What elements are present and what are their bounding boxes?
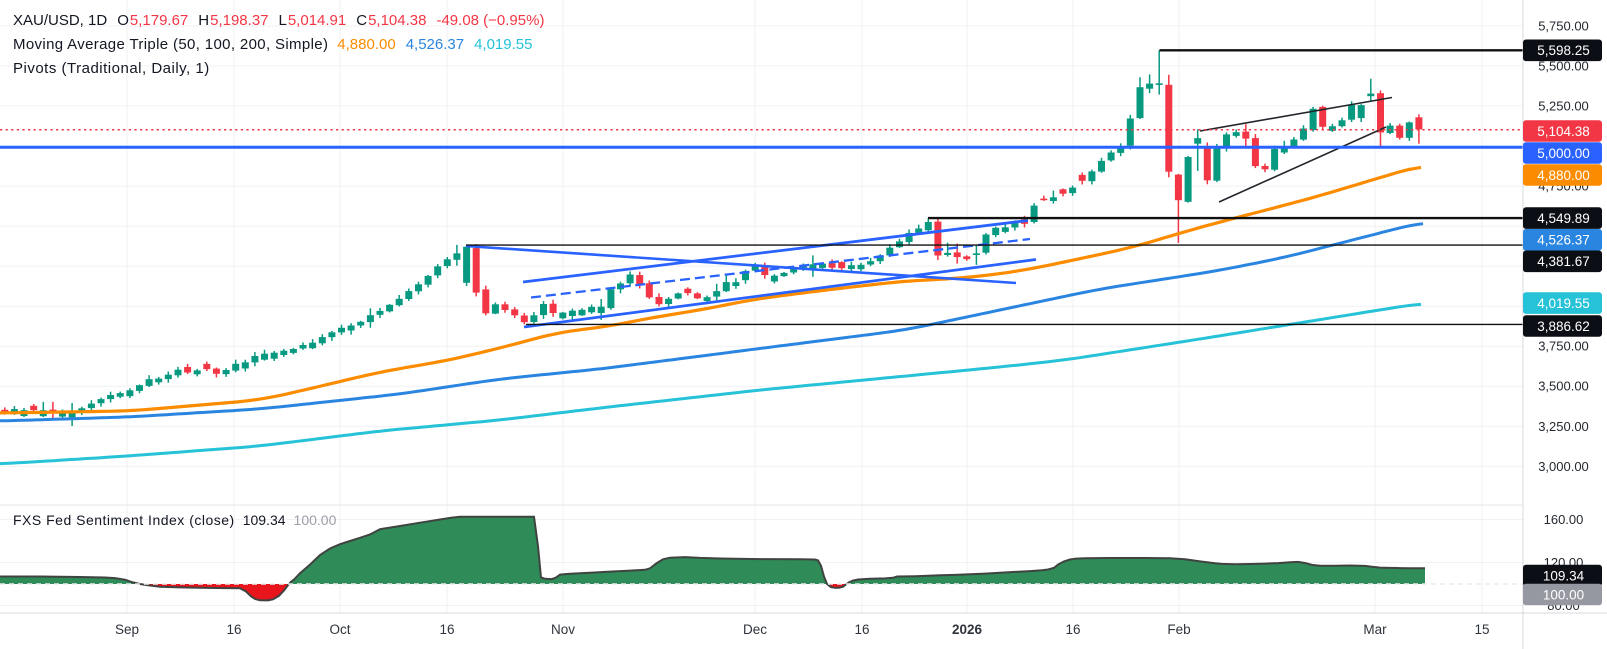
svg-text:4,019.55: 4,019.55 — [1537, 296, 1590, 311]
svg-text:Dec: Dec — [743, 622, 767, 637]
svg-text:3,250.00: 3,250.00 — [1538, 419, 1589, 434]
svg-text:160.00: 160.00 — [1544, 512, 1584, 527]
svg-text:Sep: Sep — [115, 622, 139, 637]
svg-text:100.00: 100.00 — [1543, 587, 1584, 602]
svg-text:16: 16 — [1065, 622, 1080, 637]
svg-text:16: 16 — [854, 622, 869, 637]
svg-text:16: 16 — [439, 622, 454, 637]
svg-text:3,886.62: 3,886.62 — [1537, 319, 1590, 334]
svg-text:4,526.37: 4,526.37 — [1537, 233, 1590, 248]
svg-text:4,880.00: 4,880.00 — [1537, 168, 1590, 183]
svg-text:3,500.00: 3,500.00 — [1538, 379, 1589, 394]
svg-text:5,000.00: 5,000.00 — [1537, 146, 1590, 161]
svg-text:Nov: Nov — [551, 622, 575, 637]
svg-text:3,000.00: 3,000.00 — [1538, 459, 1589, 474]
svg-text:Mar: Mar — [1363, 622, 1387, 637]
svg-text:5,104.38: 5,104.38 — [1537, 124, 1590, 139]
svg-text:109.34: 109.34 — [1543, 568, 1585, 583]
svg-text:4,381.67: 4,381.67 — [1537, 254, 1590, 269]
svg-text:Moving Average Triple (50, 100: Moving Average Triple (50, 100, 200, Sim… — [13, 36, 532, 53]
svg-text:5,250.00: 5,250.00 — [1538, 99, 1589, 114]
svg-text:5,500.00: 5,500.00 — [1538, 59, 1589, 74]
svg-text:16: 16 — [226, 622, 241, 637]
svg-text:Feb: Feb — [1167, 622, 1190, 637]
svg-text:2026: 2026 — [952, 622, 983, 637]
svg-text:3,750.00: 3,750.00 — [1538, 339, 1589, 354]
svg-text:5,598.25: 5,598.25 — [1537, 43, 1590, 58]
svg-text:5,750.00: 5,750.00 — [1538, 19, 1589, 34]
svg-text:4,549.89: 4,549.89 — [1537, 211, 1590, 226]
svg-text:Oct: Oct — [329, 622, 350, 637]
svg-text:15: 15 — [1474, 622, 1489, 637]
svg-text:Pivots (Traditional, Daily, 1): Pivots (Traditional, Daily, 1) — [13, 60, 210, 77]
svg-text:FXS Fed Sentiment Index (close: FXS Fed Sentiment Index (close) 109.34 100… — [13, 512, 337, 528]
